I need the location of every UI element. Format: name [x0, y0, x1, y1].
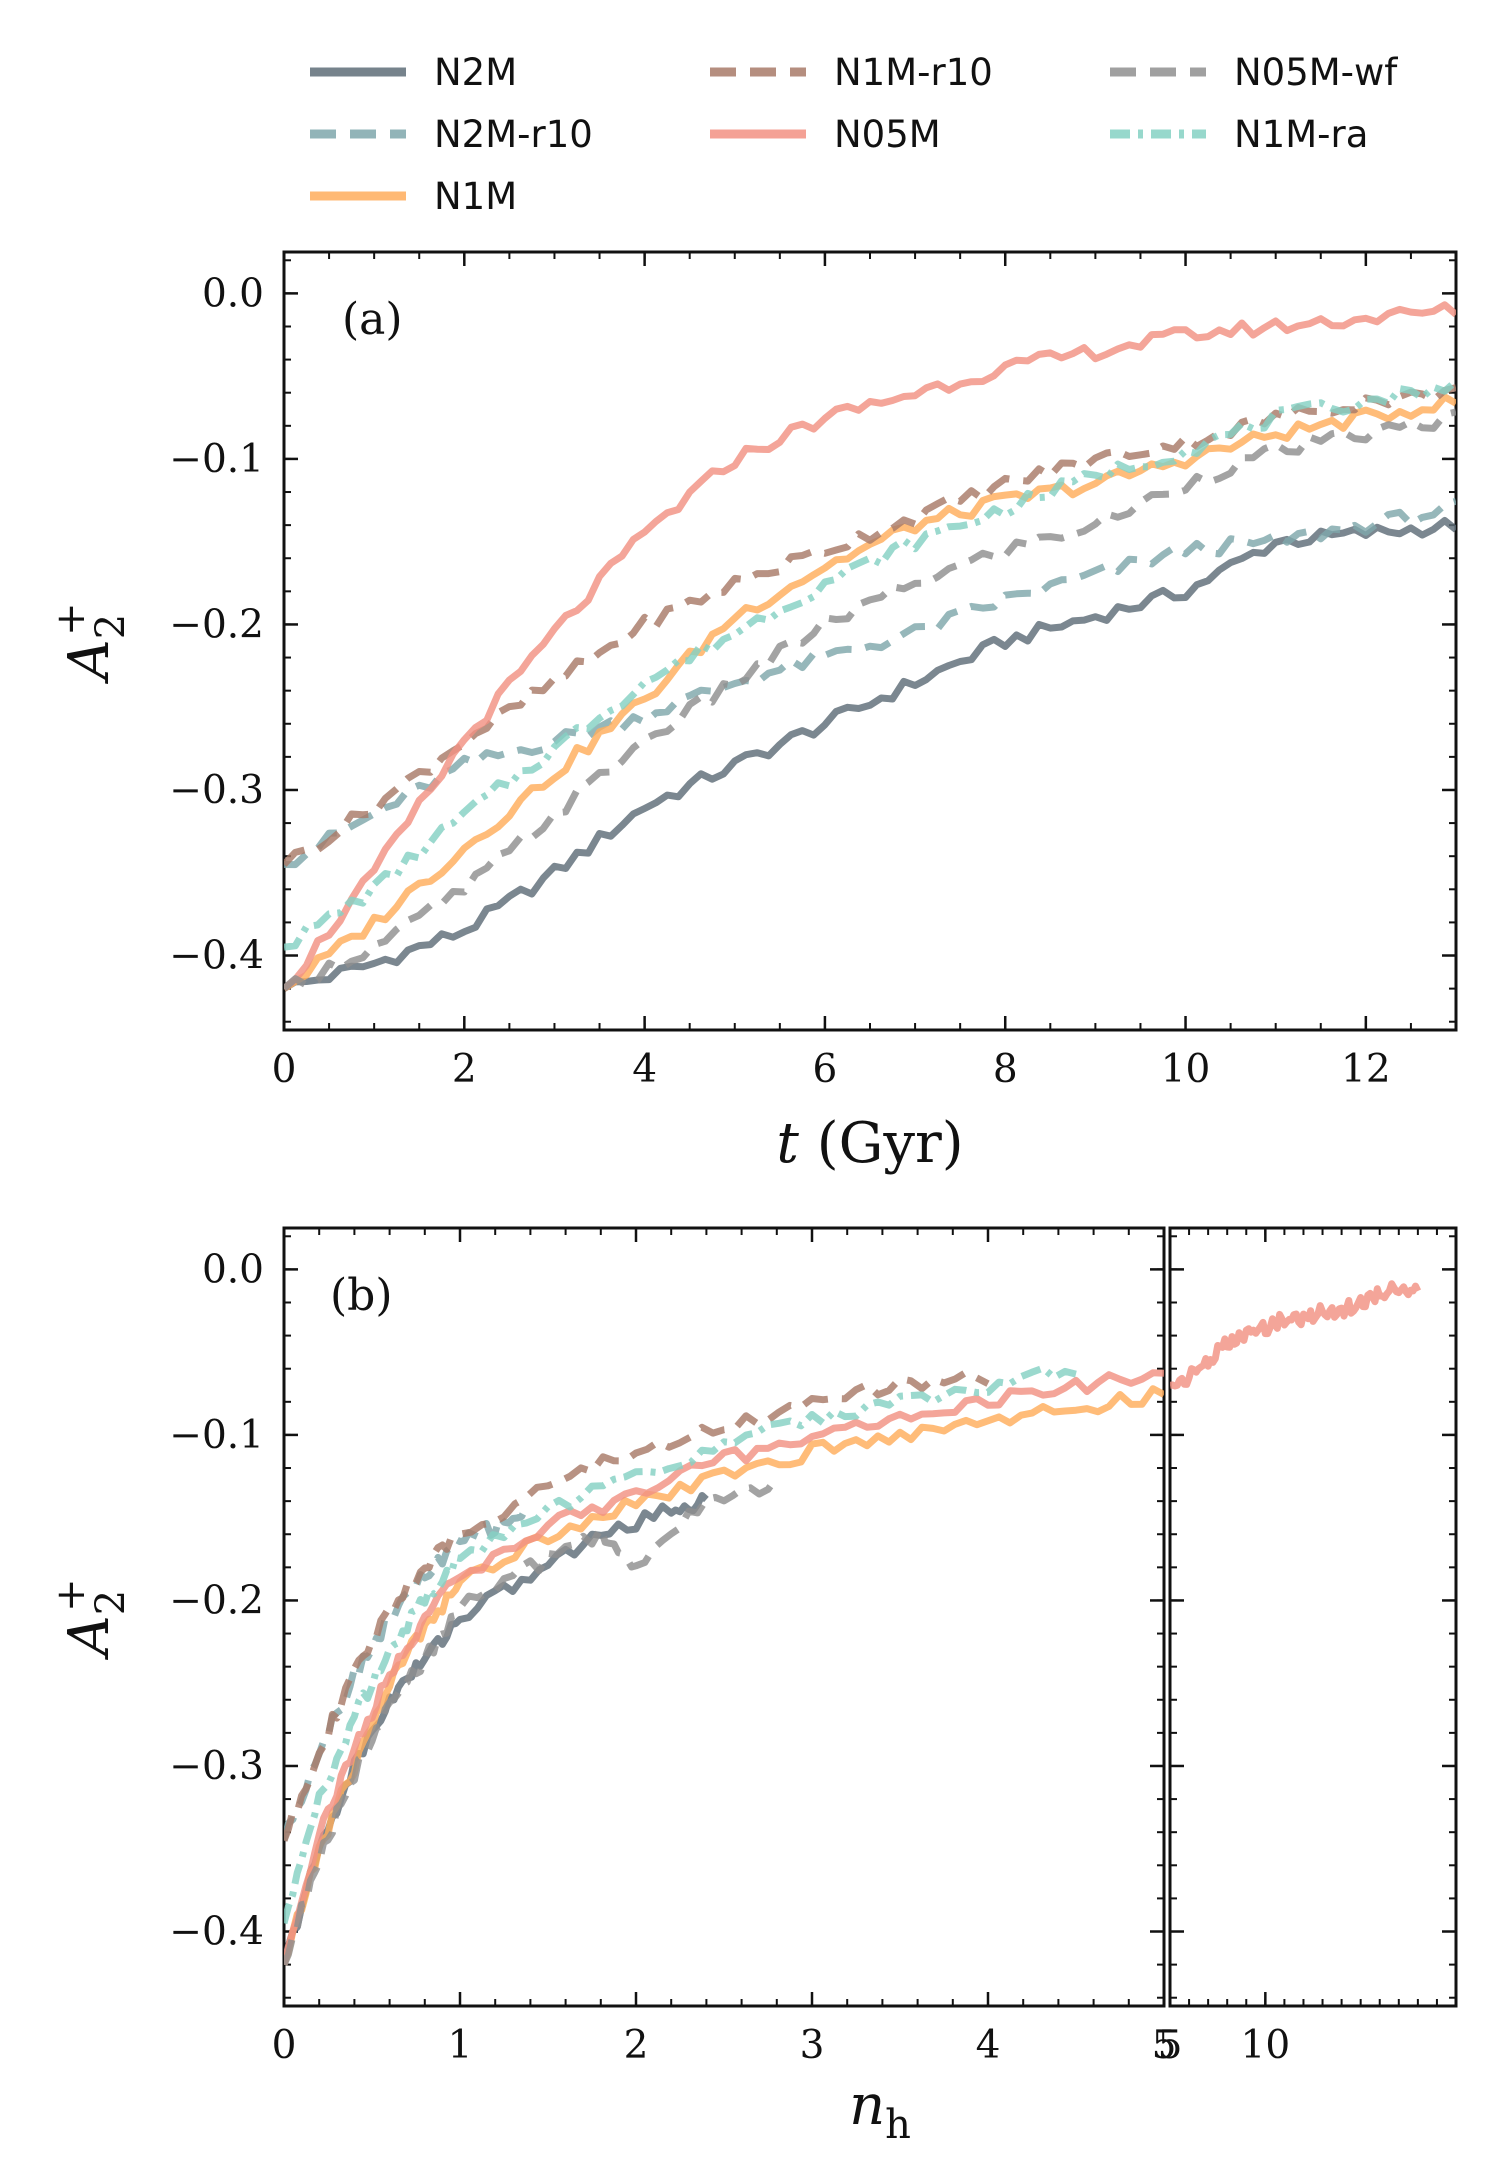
legend-label-n2m-r10: N2M-r10	[434, 113, 593, 156]
panel-a-xtick-label: 0	[272, 1047, 297, 1092]
panel-b-xtick-label: 5	[1152, 2023, 1177, 2068]
panel-a-xtick-label: 4	[632, 1047, 657, 1092]
panel-b-ytick-label: −0.1	[169, 1413, 264, 1458]
panel-a-frame	[282, 250, 1458, 1032]
panel-b-right-series-n05m	[1170, 1280, 1422, 1390]
panel-b-right-xtick-label: 10	[1241, 2023, 1291, 2068]
panel-b-series-n05m	[284, 1369, 1164, 1966]
panel-b-ytick-label: −0.2	[169, 1578, 264, 1623]
panel-b-xtick-label: 4	[976, 2023, 1001, 2068]
panel-b-series-n2m-r10	[284, 1504, 533, 1842]
panel-a-ytick-label: −0.3	[169, 768, 264, 813]
panel-b-ytick-label: −0.4	[169, 1910, 264, 1955]
panel-a-ytick-label: −0.1	[169, 437, 264, 482]
legend-label-n05m-wf: N05M-wf	[1234, 51, 1398, 94]
panel-a-xtick-label: 12	[1341, 1047, 1391, 1092]
legend-label-n1m-ra: N1M-ra	[1234, 113, 1368, 156]
legend-label-n1m-r10: N1M-r10	[834, 51, 993, 94]
panel-b-series-n1m	[284, 1385, 1164, 1966]
panel-b-label: (b)	[330, 1270, 393, 1321]
panel-b-series-n05m-wf	[284, 1475, 780, 1966]
panel-a-series-n2m	[284, 517, 1456, 992]
panel-a-xtick-label: 10	[1161, 1047, 1211, 1092]
panel-a-ytick-label: 0.0	[202, 271, 264, 316]
legend-label-n05m: N05M	[834, 113, 941, 156]
panel-b-ytick-label: 0.0	[202, 1247, 264, 1292]
panel-b-ylabel: A2+	[48, 1578, 134, 1660]
panel-a-series-n05m-wf	[284, 408, 1456, 992]
panel-a-xtick-label: 8	[993, 1047, 1018, 1092]
panel-b-xtick-label: 1	[448, 2023, 473, 2068]
panel-a: 0 2 4 6 8 10 12 0.0 −0.1 −0.2 −0.3 −0.4 (a) t (Gyr) A2…	[48, 250, 1458, 1176]
legend-label-n2m: N2M	[434, 51, 517, 94]
panel-a-series-n1m	[284, 393, 1456, 992]
panel-a-xtick-label: 6	[813, 1047, 838, 1092]
panel-b-series-n1m-ra	[284, 1364, 1077, 1925]
panel-b-series-n1m-r10	[284, 1368, 990, 1842]
panel-a-label: (a)	[342, 294, 403, 345]
panel-b-frame	[282, 1226, 1166, 2008]
panel-a-ylabel: A2+	[48, 602, 134, 684]
panel-b-right-xtick-label: 5	[1158, 2023, 1183, 2068]
panel-a-series-n05m	[284, 301, 1456, 992]
panel-a-series-n1m-r10	[284, 384, 1456, 867]
panel-a-series-n1m-ra	[284, 378, 1456, 951]
legend-label-n1m: N1M	[434, 175, 517, 218]
panel-a-ytick-label: −0.2	[169, 602, 264, 647]
panel-b-ytick-label: −0.3	[169, 1744, 264, 1789]
panel-a-ytick-label: −0.4	[169, 934, 264, 979]
panel-b-right-frame	[1168, 1226, 1458, 2008]
panel-b-xtick-label: 0	[272, 2023, 297, 2068]
panel-b-xtick-label: 2	[624, 2023, 649, 2068]
panel-a-xtick-label: 2	[452, 1047, 477, 1092]
panel-b-xlabel: nh	[849, 2073, 911, 2148]
panel-b-xtick-label: 3	[800, 2023, 825, 2068]
panel-a-xlabel: t (Gyr)	[776, 1111, 963, 1176]
panel-a-series-n2m-r10	[284, 497, 1456, 869]
legend: N2M N2M-r10 N1M N1M-r10 N05M N05M-wf N1M-ra	[310, 51, 1398, 218]
panel-b: 0 1 2 3 4 5 0.0 −0.1 −0.2 −0.3 −0.4 5 10 (b) nh A2+	[48, 1226, 1458, 2148]
